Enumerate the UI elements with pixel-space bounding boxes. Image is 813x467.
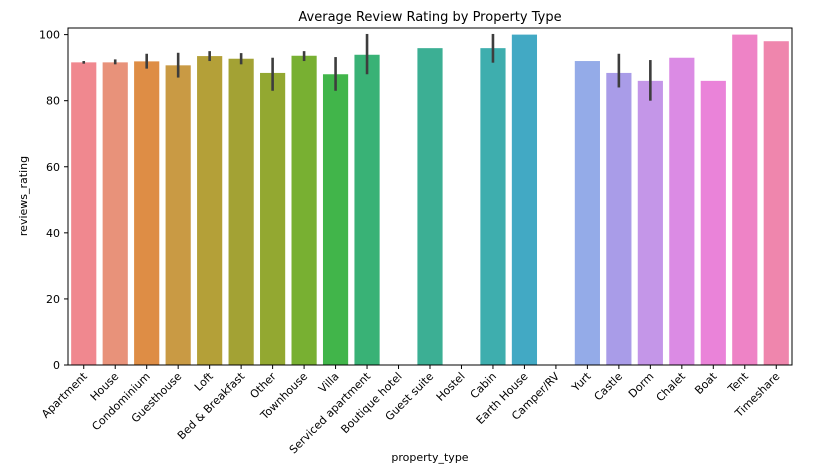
bar bbox=[291, 55, 317, 365]
chart-title: Average Review Rating by Property Type bbox=[298, 10, 561, 25]
y-tick-label: 0 bbox=[53, 359, 60, 372]
y-tick-label: 20 bbox=[46, 293, 60, 306]
error-bars-group bbox=[82, 33, 652, 101]
y-axis-label: reviews_rating bbox=[17, 156, 30, 236]
bar bbox=[417, 48, 443, 366]
bar bbox=[134, 61, 160, 366]
y-tick-label: 60 bbox=[46, 161, 60, 174]
x-axis-label: property_type bbox=[391, 451, 468, 464]
bar bbox=[322, 74, 349, 365]
bar bbox=[228, 58, 254, 365]
bar bbox=[511, 34, 538, 366]
bar bbox=[700, 80, 726, 366]
x-tick-label: Yurt bbox=[569, 369, 594, 394]
x-tick-label: Chalet bbox=[654, 369, 689, 404]
x-tick-label: Boat bbox=[692, 369, 720, 397]
x-tick-label: Hostel bbox=[434, 370, 468, 404]
x-tick-label: Castle bbox=[592, 370, 626, 404]
bar bbox=[637, 80, 663, 366]
bar bbox=[574, 61, 600, 365]
bar bbox=[354, 54, 380, 365]
bar bbox=[732, 34, 758, 366]
bar bbox=[165, 65, 191, 365]
x-tick-label: Loft bbox=[192, 369, 216, 393]
bar bbox=[102, 62, 128, 366]
bar bbox=[763, 41, 789, 365]
x-tick-label: Apartment bbox=[39, 369, 90, 420]
y-tick-label: 80 bbox=[46, 95, 60, 108]
bar bbox=[606, 72, 632, 366]
plot-frame bbox=[67, 27, 793, 366]
bar bbox=[71, 62, 97, 366]
y-tick-label: 100 bbox=[39, 29, 60, 42]
x-tick-label: Dorm bbox=[626, 370, 657, 401]
bar bbox=[197, 56, 223, 365]
x-tick-label: Villa bbox=[316, 370, 342, 396]
y-axis: 0 20 40 60 80 100 bbox=[39, 29, 68, 372]
bars-group bbox=[71, 34, 789, 366]
bar bbox=[669, 57, 695, 366]
bar bbox=[480, 48, 506, 366]
x-tick-label: Tent bbox=[725, 369, 752, 396]
y-tick-label: 40 bbox=[46, 227, 60, 240]
bar bbox=[260, 72, 286, 366]
